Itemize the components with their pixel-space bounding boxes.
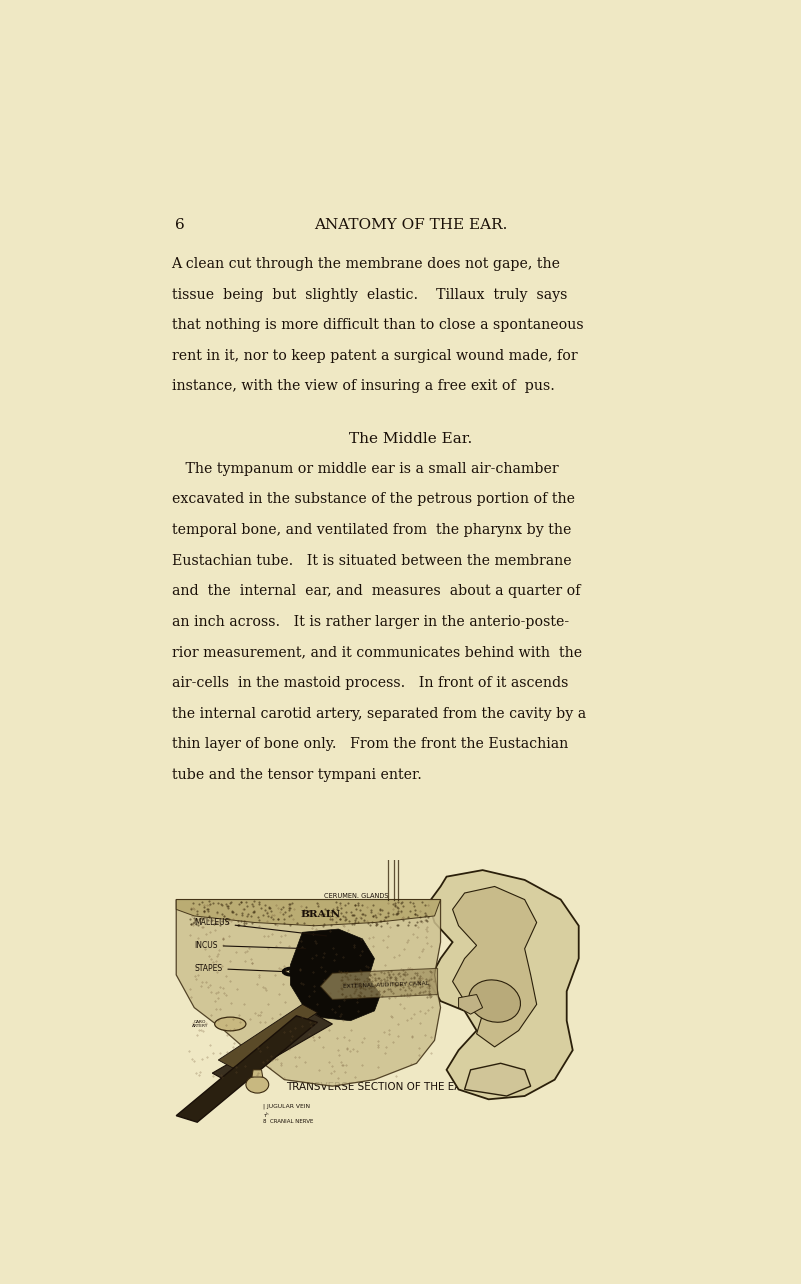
Ellipse shape	[469, 980, 521, 1022]
Text: instance, with the view of insuring a free exit of  pus.: instance, with the view of insuring a fr…	[171, 380, 554, 393]
Text: and  the  internal  ear, and  measures  about a quarter of: and the internal ear, and measures about…	[171, 584, 580, 598]
Text: Eustachian tube.   It is situated between the membrane: Eustachian tube. It is situated between …	[171, 553, 571, 568]
Text: temporal bone, and ventilated from  the pharynx by the: temporal bone, and ventilated from the p…	[171, 523, 571, 537]
Text: 6: 6	[175, 218, 184, 232]
Text: STAPES: STAPES	[195, 964, 282, 973]
Polygon shape	[308, 954, 316, 972]
Text: MALLEUS: MALLEUS	[195, 918, 327, 936]
Text: ANATOMY OF THE EAR.: ANATOMY OF THE EAR.	[314, 218, 507, 232]
Text: tube and the tensor tympani enter.: tube and the tensor tympani enter.	[171, 768, 421, 782]
Ellipse shape	[290, 971, 297, 973]
Text: rior measurement, and it communicates behind with  the: rior measurement, and it communicates be…	[171, 646, 582, 660]
Text: The tympanum or middle ear is a small air-chamber: The tympanum or middle ear is a small ai…	[171, 461, 558, 475]
Text: EXTERNAL AUDITORY CANAL: EXTERNAL AUDITORY CANAL	[344, 981, 429, 990]
Polygon shape	[320, 968, 437, 999]
Text: excavated in the substance of the petrous portion of the: excavated in the substance of the petrou…	[171, 492, 574, 506]
Text: BRAIN: BRAIN	[300, 910, 340, 919]
Text: ᴛʰ
8  CRANIAL NERVE: ᴛʰ 8 CRANIAL NERVE	[264, 1113, 314, 1124]
Text: A clean cut through the membrane does not gape, the: A clean cut through the membrane does no…	[171, 257, 561, 271]
Polygon shape	[459, 995, 482, 1014]
Text: that nothing is more difficult than to close a spontaneous: that nothing is more difficult than to c…	[171, 318, 583, 333]
Text: tissue  being  but  slightly  elastic.    Tillaux  truly  says: tissue being but slightly elastic. Tilla…	[171, 288, 567, 302]
Text: INCUS: INCUS	[195, 941, 306, 950]
Polygon shape	[252, 1070, 263, 1077]
Text: thin layer of bone only.   From the front the Eustachian: thin layer of bone only. From the front …	[171, 737, 568, 751]
Ellipse shape	[215, 1017, 246, 1031]
Text: TRANSVERSE SECTION OF THE EAR (LEFT SIDE).: TRANSVERSE SECTION OF THE EAR (LEFT SIDE…	[286, 1081, 535, 1091]
Text: The Middle Ear.: The Middle Ear.	[349, 431, 472, 446]
Text: CERUMEN. GLANDS: CERUMEN. GLANDS	[324, 892, 388, 899]
Text: | JUGULAR VEIN: | JUGULAR VEIN	[264, 1103, 310, 1108]
Polygon shape	[176, 900, 441, 1086]
Ellipse shape	[304, 941, 318, 949]
Polygon shape	[176, 900, 441, 926]
Polygon shape	[429, 871, 579, 1099]
Text: CARO
ARTERY: CARO ARTERY	[192, 1019, 208, 1028]
Ellipse shape	[246, 1076, 269, 1093]
Polygon shape	[212, 1014, 332, 1082]
Ellipse shape	[321, 932, 338, 942]
Polygon shape	[465, 1063, 531, 1097]
Polygon shape	[453, 886, 537, 1046]
Polygon shape	[291, 930, 380, 1021]
Polygon shape	[218, 1004, 317, 1068]
Polygon shape	[176, 1016, 317, 1122]
Polygon shape	[325, 946, 334, 977]
Text: the internal carotid artery, separated from the cavity by a: the internal carotid artery, separated f…	[171, 706, 586, 720]
Text: air-cells  in the mastoid process.   In front of it ascends: air-cells in the mastoid process. In fro…	[171, 677, 568, 690]
Text: rent in it, nor to keep patent a surgical wound made, for: rent in it, nor to keep patent a surgica…	[171, 349, 578, 363]
Text: an inch across.   It is rather larger in the anterio-poste-: an inch across. It is rather larger in t…	[171, 615, 569, 629]
